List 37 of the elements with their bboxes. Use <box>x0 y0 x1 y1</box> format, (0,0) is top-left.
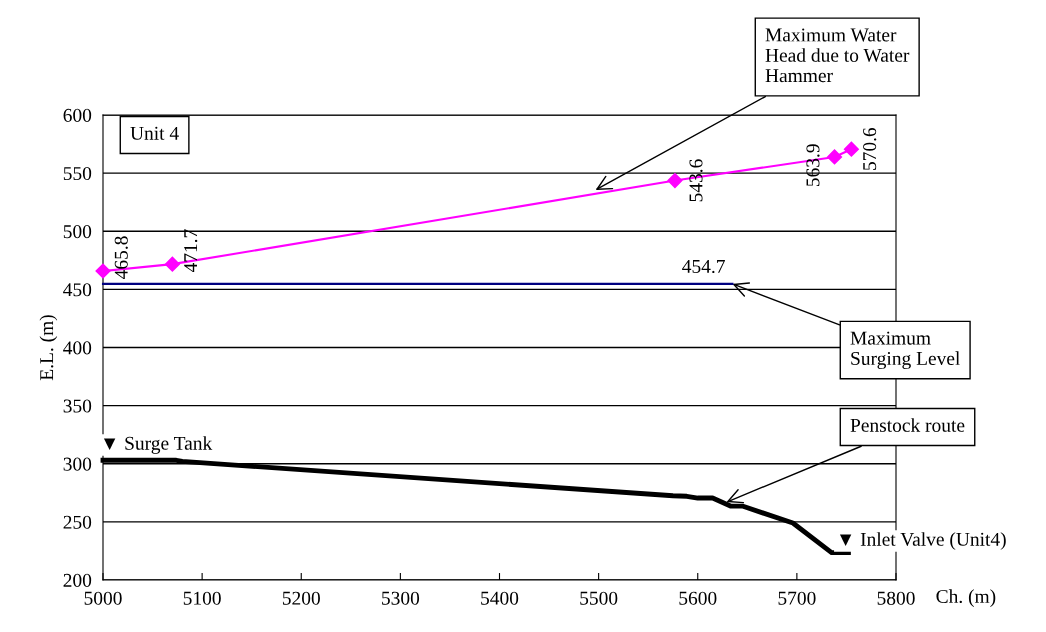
data-label: 465.8 <box>114 236 128 279</box>
x-tick-label: 5700 <box>778 591 816 605</box>
data-label: 570.6 <box>863 127 877 170</box>
data-label: 454.7 <box>682 260 725 274</box>
data-label: 543.6 <box>689 159 703 202</box>
x-tick-label: 5100 <box>183 591 221 605</box>
annotation: Maximum Water Head due to Water Hammer <box>765 28 910 83</box>
y-tick-label: 250 <box>63 515 92 529</box>
x-tick-label: 5300 <box>382 591 420 605</box>
y-tick-label: 350 <box>63 399 92 413</box>
x-tick-label: 5400 <box>481 591 519 605</box>
point <box>826 149 843 165</box>
point <box>667 172 683 189</box>
y-axis-title: E.L. (m) <box>39 315 58 381</box>
data-label: 471.7 <box>184 229 198 273</box>
annotation: ▼ Inlet Valve (Unit4) <box>839 532 1006 550</box>
data-label: 563.9 <box>806 144 820 187</box>
y-tick-label: 300 <box>63 457 92 471</box>
point <box>164 256 180 272</box>
annotation: Unit 4 <box>130 126 179 140</box>
y-tick-label: 450 <box>63 283 92 297</box>
y-tick-label: 400 <box>63 341 92 355</box>
x-tick-label: 5600 <box>679 591 717 605</box>
x-tick-label: 5800 <box>877 591 915 605</box>
annotation: Penstock route <box>850 418 965 432</box>
x-axis-title: Ch. (m) <box>936 589 996 607</box>
x-tick-label: 5000 <box>84 591 122 605</box>
y-tick-label: 500 <box>63 225 92 239</box>
y-tick-label: 600 <box>63 108 92 122</box>
x-tick-label: 5200 <box>282 591 320 605</box>
y-tick-label: 550 <box>63 166 92 181</box>
point <box>843 141 859 157</box>
y-tick-label: 200 <box>63 573 92 587</box>
point <box>95 263 111 279</box>
annotation: Maximum Surging Level <box>850 331 960 370</box>
x-tick-label: 5500 <box>580 591 618 605</box>
annotation: ▼ Surge Tank <box>103 436 213 454</box>
